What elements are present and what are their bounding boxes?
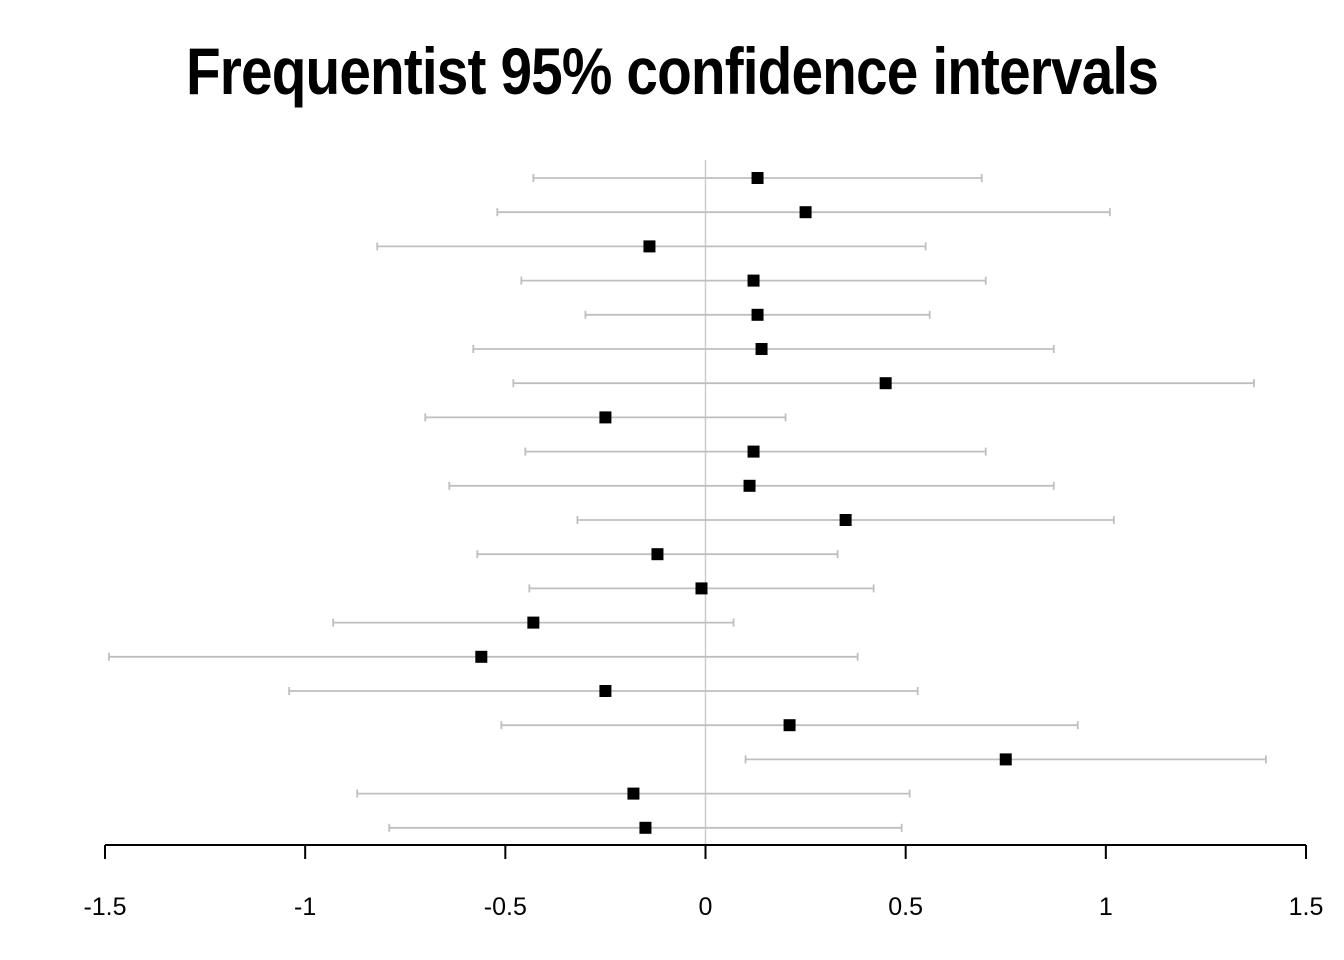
estimate-point-layer bbox=[475, 172, 1012, 834]
x-tick-label: 0 bbox=[699, 893, 713, 921]
x-axis: -1.5 -1 -0.5 0 0.5 1 1.5 bbox=[83, 844, 1324, 921]
estimate-point bbox=[743, 479, 756, 492]
estimate-point bbox=[599, 411, 612, 424]
x-tick-label: 1 bbox=[1099, 893, 1113, 921]
x-tick-label: -0.5 bbox=[484, 893, 527, 921]
estimate-point bbox=[839, 514, 852, 526]
estimate-point bbox=[747, 445, 760, 458]
estimate-point bbox=[527, 616, 540, 629]
estimate-point bbox=[643, 240, 656, 253]
x-tick-label: 0.5 bbox=[888, 893, 923, 921]
x-tick-label: -1.5 bbox=[83, 893, 126, 921]
estimate-point bbox=[879, 377, 892, 390]
interval-layer bbox=[108, 174, 1267, 832]
estimate-point bbox=[999, 753, 1012, 766]
estimate-point bbox=[751, 172, 764, 184]
estimate-point bbox=[651, 548, 664, 561]
estimate-point bbox=[783, 719, 796, 732]
estimate-point bbox=[639, 821, 652, 834]
estimate-point bbox=[751, 308, 764, 321]
estimate-point bbox=[755, 343, 768, 355]
chart-title: Frequentist 95% confidence intervals bbox=[185, 34, 1159, 108]
estimate-point bbox=[747, 274, 760, 287]
estimate-point bbox=[799, 206, 812, 219]
x-tick-label: -1 bbox=[294, 893, 316, 921]
estimate-point bbox=[627, 787, 640, 800]
x-tick-label: 1.5 bbox=[1289, 893, 1324, 921]
estimate-point bbox=[475, 650, 488, 663]
estimate-point bbox=[695, 582, 708, 595]
estimate-point bbox=[599, 685, 612, 697]
